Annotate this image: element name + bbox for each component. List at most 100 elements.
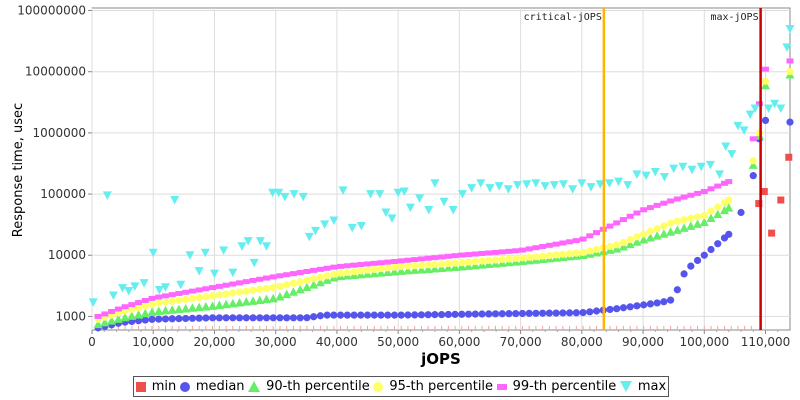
point-median — [256, 314, 264, 322]
point-max — [237, 242, 247, 251]
point-median — [289, 314, 298, 322]
point-max — [614, 177, 624, 187]
point-90-th-percentile — [322, 275, 332, 284]
x-tick-label: 110,000 — [741, 335, 791, 349]
point-99-th-percentile — [559, 240, 567, 246]
point-max — [745, 110, 755, 119]
point-90-th-percentile — [645, 233, 655, 242]
point-median — [613, 305, 621, 313]
point-max — [770, 99, 780, 109]
point-90-th-percentile — [107, 316, 117, 325]
point-max — [320, 220, 330, 229]
point-99-th-percentile — [161, 293, 169, 299]
point-max — [549, 181, 559, 190]
point-95-th-percentile — [330, 270, 338, 278]
point-99-th-percentile — [424, 255, 432, 261]
point-median — [215, 314, 223, 322]
point-99-th-percentile — [545, 242, 553, 248]
point-max — [124, 287, 134, 296]
point-90-th-percentile — [430, 263, 440, 273]
marker-label: critical-jOPS — [524, 12, 602, 23]
point-median — [653, 299, 661, 307]
point-99-th-percentile — [451, 253, 459, 259]
point-99-th-percentile — [619, 217, 627, 223]
point-95-th-percentile — [532, 253, 540, 261]
y-axis-title: Response time, usec — [11, 103, 26, 237]
y-tick-label: 1000000 — [33, 126, 86, 140]
point-95-th-percentile — [693, 213, 702, 221]
point-median — [485, 310, 493, 318]
point-95-th-percentile — [714, 203, 722, 211]
point-max — [228, 268, 238, 278]
point-max — [118, 284, 128, 293]
point-95-th-percentile — [660, 222, 668, 230]
point-90-th-percentile — [693, 219, 703, 228]
point-99-th-percentile — [720, 180, 728, 186]
legend-item-p99: 99-th percentile — [496, 379, 616, 394]
point-95-th-percentile — [397, 262, 405, 271]
point-95-th-percentile — [626, 236, 634, 244]
legend-triangle-icon — [248, 381, 261, 392]
point-90-th-percentile — [302, 282, 312, 292]
point-95-th-percentile — [438, 260, 446, 268]
point-99-th-percentile — [276, 273, 284, 279]
point-99-th-percentile — [438, 254, 446, 260]
point-max — [558, 180, 568, 189]
point-median — [323, 311, 331, 319]
point-max — [160, 283, 170, 292]
point-median — [539, 309, 547, 317]
point-median — [572, 309, 580, 317]
point-median — [714, 240, 722, 248]
point-99-th-percentile — [606, 223, 614, 229]
point-90-th-percentile — [93, 319, 103, 329]
point-95-th-percentile — [444, 259, 452, 268]
point-90-th-percentile — [134, 310, 144, 319]
series-layer — [88, 24, 795, 332]
point-max — [249, 258, 259, 268]
legend-circle-icon — [179, 381, 190, 392]
point-95-th-percentile — [289, 279, 298, 287]
point-95-th-percentile — [303, 276, 311, 284]
point-max — [494, 182, 504, 191]
point-max — [727, 150, 737, 159]
point-95-th-percentile — [613, 241, 621, 249]
point-99-th-percentile — [249, 277, 257, 283]
point-median — [350, 311, 358, 319]
point-95-th-percentile — [215, 291, 223, 299]
point-99-th-percentile — [566, 239, 574, 245]
point-max — [405, 203, 415, 213]
point-max — [522, 180, 532, 189]
point-99-th-percentile — [411, 257, 419, 263]
point-median — [411, 311, 419, 319]
point-95-th-percentile — [485, 256, 493, 265]
point-95-th-percentile — [310, 275, 318, 283]
point-max — [262, 242, 271, 251]
point-90-th-percentile — [666, 227, 676, 236]
point-90-th-percentile — [639, 234, 649, 244]
point-99-th-percentile — [377, 260, 385, 266]
point-median — [592, 307, 601, 315]
point-99-th-percentile — [350, 262, 358, 268]
point-max — [586, 183, 596, 192]
point-95-th-percentile — [451, 259, 459, 267]
point-90-th-percentile — [383, 267, 393, 277]
point-max — [659, 173, 669, 182]
point-99-th-percentile — [417, 256, 425, 262]
x-tick-label: 60,000 — [438, 335, 480, 349]
point-median — [343, 311, 351, 319]
point-95-th-percentile — [667, 219, 675, 227]
point-95-th-percentile — [606, 242, 614, 250]
point-median — [687, 262, 695, 270]
point-median — [667, 296, 675, 304]
point-90-th-percentile — [410, 265, 420, 274]
point-90-th-percentile — [167, 305, 177, 314]
point-99-th-percentile — [101, 311, 109, 317]
point-99-th-percentile — [242, 279, 250, 285]
point-99-th-percentile — [364, 261, 372, 267]
point-90-th-percentile — [282, 289, 292, 299]
point-median — [202, 314, 210, 322]
legend: min median 90-th percentile 95-th percen… — [133, 376, 669, 397]
point-median — [532, 309, 540, 317]
point-95-th-percentile — [202, 293, 210, 301]
point-max — [739, 126, 749, 135]
